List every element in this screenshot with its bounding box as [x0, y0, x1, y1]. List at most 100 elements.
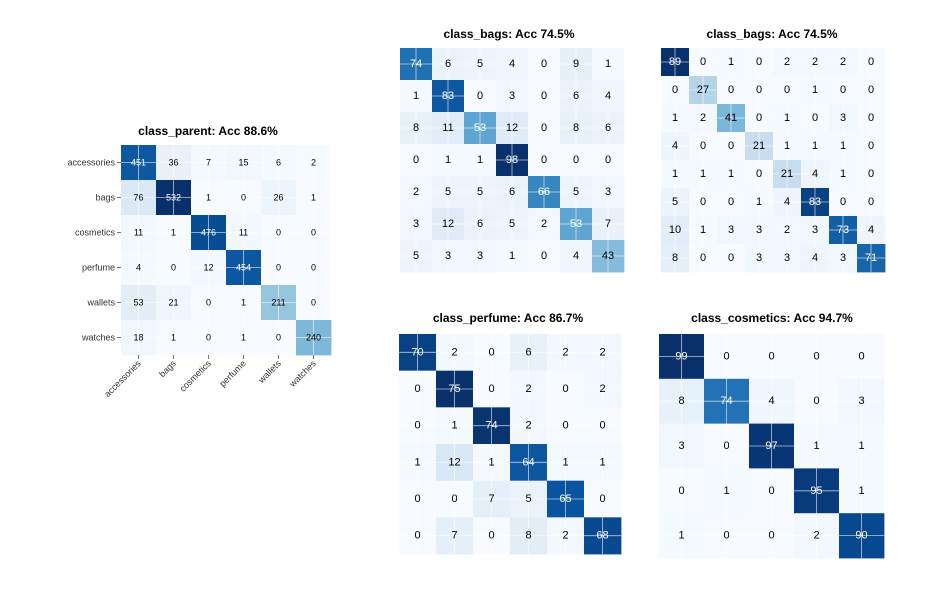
- x-tick-label: bags: [157, 358, 178, 379]
- cell-value: 0: [813, 350, 819, 362]
- cell-value: 1: [784, 112, 790, 124]
- heatmap-class-perfume: 70 2 0 6 2 20 75 0 2 0 20 1 74 2 0 01 12 1 64 1 10 0 7 5 65 00 7 0 8…: [399, 334, 622, 555]
- cell-value: 2: [413, 186, 419, 198]
- cell-value: 0: [171, 263, 176, 273]
- cell-value: 99: [675, 350, 687, 362]
- cell-value: 0: [723, 350, 729, 362]
- cell-value: 0: [276, 263, 281, 273]
- cell-value: 1: [840, 140, 846, 152]
- cell-value: 4: [812, 168, 818, 180]
- cell-value: 6: [276, 158, 281, 168]
- cell-value: 0: [414, 530, 420, 542]
- heatmap-class-parent: 451 36 7 15 6 276 532 1 0 26 111 1 476 11 0 04 0 12 454 0 05…: [67, 145, 332, 399]
- cell-value: 2: [812, 56, 818, 68]
- cell-value: 0: [413, 154, 419, 166]
- cell-value: 240: [306, 333, 321, 343]
- cell-value: 2: [599, 383, 605, 395]
- cell-value: 95: [810, 485, 822, 497]
- cell-value: 64: [522, 456, 534, 468]
- heatmap-class-bags-2: 89 0 1 0 2 2 2 00 27 0 0 0 1 0 01 2 41 0 1 0 3 04 0 0 21 1 1 1 01 1 1 0…: [661, 48, 886, 273]
- cell-value: 83: [809, 196, 821, 208]
- cell-value: 0: [768, 350, 774, 362]
- cell-value: 5: [445, 186, 451, 198]
- y-tick-label: cosmetics: [75, 228, 116, 238]
- cell-value: 11: [239, 228, 248, 238]
- cell-value: 5: [509, 218, 515, 230]
- cell-value: 0: [840, 84, 846, 96]
- cell-value: 4: [573, 250, 579, 262]
- cell-value: 5: [672, 196, 678, 208]
- cell-value: 21: [753, 140, 765, 152]
- cell-value: 6: [573, 90, 579, 102]
- panel-class-perfume: class_perfume: Acc 86.7% 70 2 0 6 2 20 75 0 2 0 20…: [399, 311, 622, 555]
- cell-value: 0: [728, 252, 734, 264]
- cell-value: 8: [413, 122, 419, 134]
- cell-value: 4: [509, 58, 515, 70]
- cell-value: 0: [488, 383, 494, 395]
- cell-value: 75: [448, 383, 460, 395]
- cell-value: 0: [276, 333, 281, 343]
- cell-value: 0: [756, 168, 762, 180]
- x-tick-label: perfume: [217, 358, 247, 388]
- cell-value: 66: [538, 186, 550, 198]
- cell-value: 1: [672, 168, 678, 180]
- cell-value: 0: [868, 196, 874, 208]
- cell-value: 68: [596, 530, 608, 542]
- cell-value: 1: [840, 168, 846, 180]
- cell-value: 0: [728, 84, 734, 96]
- cell-value: 36: [168, 158, 178, 168]
- panel-class-bags-1: class_bags: Acc 74.5% 74 6 5 4 0 9 11 83 0 3 0 6 48 1…: [400, 27, 625, 273]
- cell-value: 71: [865, 252, 877, 264]
- cell-value: 2: [311, 158, 316, 168]
- cell-value: 6: [509, 186, 515, 198]
- cell-value: 2: [700, 112, 706, 124]
- cell-value: 90: [855, 530, 867, 542]
- cell-value: 1: [700, 168, 706, 180]
- cell-value: 0: [723, 530, 729, 542]
- cell-value: 2: [562, 530, 568, 542]
- cell-value: 0: [700, 252, 706, 264]
- cell-value: 12: [203, 263, 213, 273]
- cell-value: 6: [477, 218, 483, 230]
- cell-value: 5: [477, 186, 483, 198]
- cell-value: 4: [605, 90, 611, 102]
- cell-value: 0: [477, 90, 483, 102]
- cell-value: 8: [525, 530, 531, 542]
- cell-value: 0: [840, 196, 846, 208]
- cell-value: 0: [768, 530, 774, 542]
- cell-value: 1: [728, 56, 734, 68]
- cell-value: 0: [868, 112, 874, 124]
- cell-value: 0: [813, 395, 819, 407]
- cell-value: 1: [812, 84, 818, 96]
- cell-value: 7: [488, 493, 494, 505]
- cell-value: 76: [133, 193, 143, 203]
- cell-value: 74: [485, 420, 497, 432]
- cell-value: 0: [451, 493, 457, 505]
- cell-value: 0: [541, 58, 547, 70]
- cell-value: 0: [723, 440, 729, 452]
- cell-value: 0: [276, 228, 281, 238]
- cell-value: 1: [477, 154, 483, 166]
- cell-value: 1: [451, 420, 457, 432]
- title-class-bags-2: class_bags: Acc 74.5%: [707, 27, 838, 41]
- cell-value: 1: [599, 456, 605, 468]
- cell-value: 0: [562, 420, 568, 432]
- cell-value: 3: [858, 395, 864, 407]
- cell-value: 0: [541, 250, 547, 262]
- heatmap-class-bags-1: 74 6 5 4 0 9 11 83 0 3 0 6 48 11 53 12 0 8 60 1 1 98 0 0 02 5 5 6 66…: [400, 48, 625, 273]
- cell-value: 1: [414, 456, 420, 468]
- panel-class-parent: class_parent: Acc 88.6% 451 36 7 15 6 276 532 1…: [67, 124, 332, 399]
- cell-value: 3: [413, 218, 419, 230]
- cell-value: 0: [700, 196, 706, 208]
- cell-value: 2: [451, 346, 457, 358]
- cell-value: 1: [812, 140, 818, 152]
- title-class-perfume: class_perfume: Acc 86.7%: [433, 311, 584, 325]
- cell-value: 1: [488, 456, 494, 468]
- cell-value: 0: [206, 298, 211, 308]
- cell-value: 2: [784, 224, 790, 236]
- cell-value: 0: [541, 90, 547, 102]
- cell-value: 2: [525, 420, 531, 432]
- cell-value: 9: [573, 58, 579, 70]
- cell-value: 1: [241, 298, 246, 308]
- cell-value: 1: [171, 228, 176, 238]
